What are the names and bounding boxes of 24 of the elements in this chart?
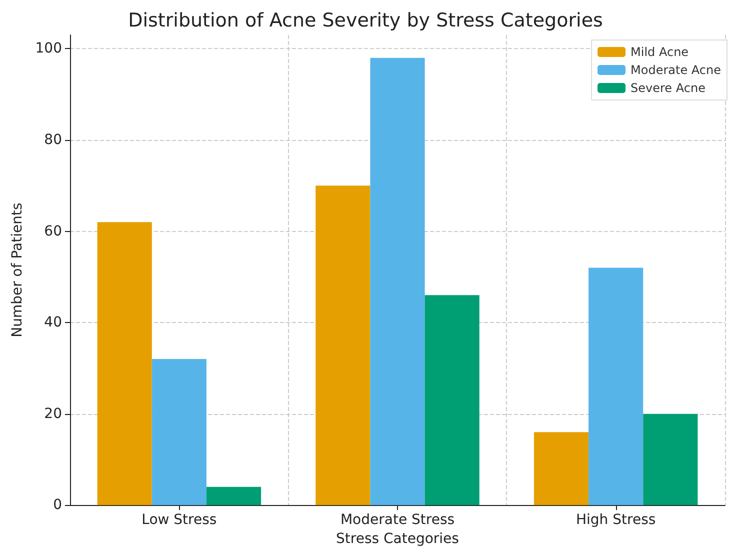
bar: [152, 359, 206, 506]
y-axis-title: Number of Patients: [9, 202, 26, 338]
bar: [643, 414, 698, 506]
bar: [316, 186, 370, 506]
bar: [534, 432, 589, 506]
x-tick-label: Moderate Stress: [340, 512, 455, 528]
x-tick-label: High Stress: [576, 512, 656, 528]
legend-label: Mild Acne: [630, 45, 689, 59]
bar: [588, 268, 644, 506]
y-tick-label: 40: [44, 314, 62, 331]
y-tick-label: 20: [44, 406, 62, 422]
y-tick-label: 60: [44, 223, 62, 240]
bar: [97, 222, 152, 506]
y-tick-label: 0: [53, 497, 62, 514]
legend-label: Severe Acne: [630, 81, 706, 95]
bar: [424, 295, 480, 506]
chart-title: Distribution of Acne Severity by Stress Categories: [128, 10, 603, 32]
x-tick-label: Low Stress: [142, 512, 217, 528]
x-axis-title: Stress Categories: [336, 531, 459, 547]
y-tick-label: 80: [44, 132, 62, 148]
legend-label: Moderate Acne: [630, 63, 721, 77]
bar: [370, 58, 425, 506]
bar: [206, 486, 262, 506]
y-tick-label: 100: [35, 40, 62, 57]
